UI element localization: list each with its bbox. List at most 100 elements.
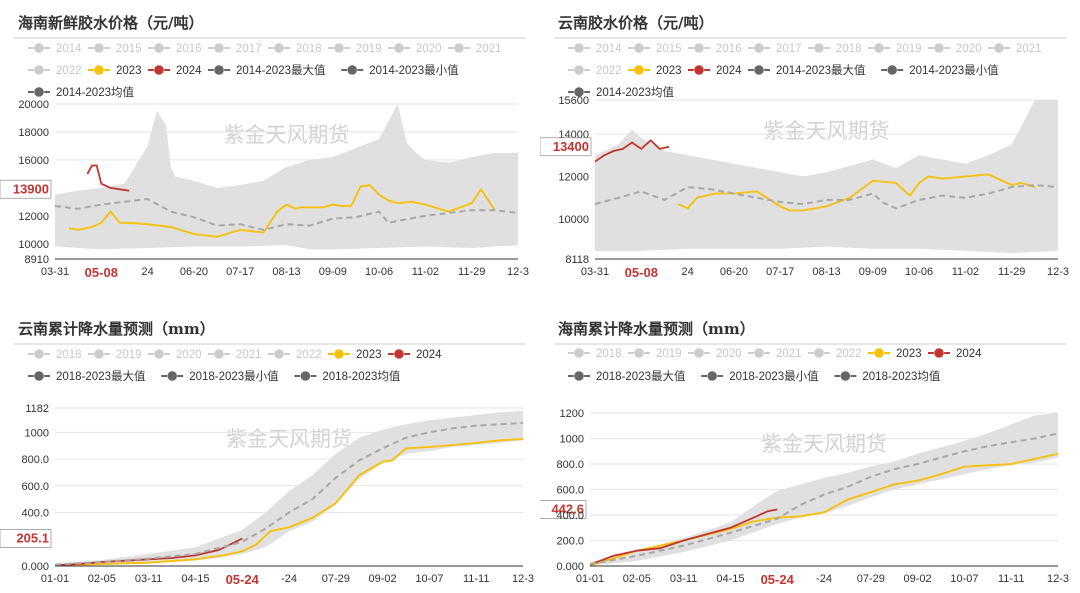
legend-item-2018-0[interactable]: 2018 xyxy=(568,347,622,360)
legend-item-20182023-7[interactable]: 2018-2023最大值 xyxy=(28,369,146,383)
legend-item-2021-7[interactable]: 2021 xyxy=(448,42,502,55)
legend-label: 2018 xyxy=(296,43,322,55)
legend-item-20142023-11[interactable]: 2014-2023最大值 xyxy=(208,63,326,77)
legend-item-2020-6[interactable]: 2020 xyxy=(928,42,982,55)
x-tick-label: 10-07 xyxy=(415,573,443,585)
legend-item-2021-3[interactable]: 2021 xyxy=(748,347,802,360)
legend-label: 2024 xyxy=(716,65,742,77)
legend-label: 2024 xyxy=(176,65,202,77)
legend-item-2024-6[interactable]: 2024 xyxy=(388,348,442,361)
legend-label: 2014-2023最小值 xyxy=(909,64,999,77)
legend-item-2016-2[interactable]: 2016 xyxy=(148,42,202,55)
series-line-2024 xyxy=(86,164,130,192)
x-tick-label: 04-15 xyxy=(716,573,744,585)
legend-label: 2014 xyxy=(596,43,622,55)
legend-item-20182023-7[interactable]: 2018-2023最大值 xyxy=(568,369,686,383)
legend-item-2022-4[interactable]: 2022 xyxy=(268,348,322,361)
legend-item-2022-8[interactable]: 2022 xyxy=(28,64,82,77)
legend-item-20142023-13[interactable]: 2014-2023均值 xyxy=(28,86,134,99)
legend-item-2014-0[interactable]: 2014 xyxy=(568,42,622,55)
x-tick-label: 08-13 xyxy=(812,266,840,278)
legend-item-2017-3[interactable]: 2017 xyxy=(748,42,802,55)
legend-label: 2018-2023最大值 xyxy=(56,369,146,383)
y-tick-label: 400.0 xyxy=(556,510,584,522)
legend-label: 2018-2023最小值 xyxy=(729,370,819,383)
legend-item-20142023-12[interactable]: 2014-2023最小值 xyxy=(881,64,999,77)
legend-label: 2016 xyxy=(176,43,202,55)
legend-item-2019-1[interactable]: 2019 xyxy=(628,347,682,360)
legend-item-2019-5[interactable]: 2019 xyxy=(328,42,382,55)
legend-item-20182023-8[interactable]: 2018-2023最小值 xyxy=(701,370,819,383)
legend-item-20142023-12[interactable]: 2014-2023最小值 xyxy=(341,64,459,77)
x-tick-label: 01-01 xyxy=(41,573,69,585)
x-tick-label: 03-31 xyxy=(581,266,609,278)
x-highlight-label: 05-24 xyxy=(761,572,795,587)
legend-label: 2014-2023最大值 xyxy=(776,63,866,77)
legend-item-20142023-13[interactable]: 2014-2023均值 xyxy=(568,86,674,99)
legend-label: 2014-2023最小值 xyxy=(369,64,459,77)
legend-item-2022-8[interactable]: 2022 xyxy=(568,64,622,77)
y-tick-label: 1000 xyxy=(25,427,49,439)
legend-item-2016-2[interactable]: 2016 xyxy=(688,42,742,55)
y-highlight-label: 205.1 xyxy=(16,531,49,546)
legend-item-2021-3[interactable]: 2021 xyxy=(208,348,262,361)
legend-item-2021-7[interactable]: 2021 xyxy=(988,42,1042,55)
x-tick-label: 12-3 xyxy=(1047,573,1069,585)
x-tick-label: 09-02 xyxy=(904,573,932,585)
legend-label: 2020 xyxy=(416,43,442,55)
legend-item-2020-6[interactable]: 2020 xyxy=(388,42,442,55)
legend-item-2019-5[interactable]: 2019 xyxy=(868,42,922,55)
legend-item-2023-9[interactable]: 2023 xyxy=(88,64,142,77)
legend-item-2020-2[interactable]: 2020 xyxy=(688,347,742,360)
chart-panel-hainan-latex-price: 海南新鲜胶水价格（元/吨） 2014 2015 2016 2017 2018 2019 202… xyxy=(0,0,540,296)
legend-label: 2019 xyxy=(356,43,382,55)
legend-label: 2014-2023均值 xyxy=(56,86,134,99)
series-line-2023 xyxy=(68,184,496,238)
legend-label: 2020 xyxy=(956,43,982,55)
y-tick-label: 1000 xyxy=(560,434,584,446)
series-line-avg xyxy=(54,197,519,231)
x-tick-label: 09-09 xyxy=(319,266,347,278)
legend-item-2023-5[interactable]: 2023 xyxy=(868,347,922,360)
legend-item-2017-3[interactable]: 2017 xyxy=(208,42,262,55)
legend-label: 2023 xyxy=(896,348,922,360)
legend-item-2023-9[interactable]: 2023 xyxy=(628,64,682,77)
y-tick-label: 200.0 xyxy=(556,536,584,548)
y-tick-label: 20000 xyxy=(18,99,49,111)
legend-label: 2019 xyxy=(896,43,922,55)
x-tick-label: 11-29 xyxy=(998,266,1025,278)
legend-item-2018-0[interactable]: 2018 xyxy=(28,348,82,361)
legend-item-20182023-9[interactable]: 2018-2023均值 xyxy=(294,370,401,383)
legend-item-2022-4[interactable]: 2022 xyxy=(808,347,862,360)
legend-item-2024-10[interactable]: 2024 xyxy=(148,64,202,77)
legend-item-2023-5[interactable]: 2023 xyxy=(328,348,382,361)
legend-item-20182023-9[interactable]: 2018-2023均值 xyxy=(834,370,941,383)
x-tick-label: 01-01 xyxy=(576,573,604,585)
max-min-band xyxy=(55,410,523,566)
series-line-2024 xyxy=(594,139,670,163)
legend-item-20182023-8[interactable]: 2018-2023最小值 xyxy=(161,370,279,383)
legend-label: 2015 xyxy=(656,43,682,55)
y-tick-label: 16000 xyxy=(18,155,49,167)
legend-item-2024-6[interactable]: 2024 xyxy=(928,347,982,360)
legend-item-2019-1[interactable]: 2019 xyxy=(88,348,142,361)
legend-item-2015-1[interactable]: 2015 xyxy=(88,42,142,55)
legend-item-2014-0[interactable]: 2014 xyxy=(28,42,82,55)
x-tick-label: 12-3 xyxy=(1047,266,1069,278)
legend-item-2018-4[interactable]: 2018 xyxy=(268,42,322,55)
legend-item-2015-1[interactable]: 2015 xyxy=(628,42,682,55)
x-tick-label: 02-05 xyxy=(88,573,116,585)
chart-title: 云南累计降水量预测（mm） xyxy=(18,320,215,338)
chart-svg: 海南新鲜胶水价格（元/吨） 2014 2015 2016 2017 2018 2019 202… xyxy=(0,14,529,280)
legend-label: 2018-2023最大值 xyxy=(596,369,686,383)
legend-item-2024-10[interactable]: 2024 xyxy=(688,64,742,77)
legend-item-2018-4[interactable]: 2018 xyxy=(808,42,862,55)
chart-title: 云南胶水价格（元/吨） xyxy=(558,14,713,32)
y-tick-label: 800.0 xyxy=(21,454,49,466)
legend-label: 2014 xyxy=(56,43,82,55)
x-tick-label: 06-20 xyxy=(720,266,748,278)
legend-item-2020-2[interactable]: 2020 xyxy=(148,348,202,361)
x-tick-label: 12-3 xyxy=(507,266,529,278)
x-tick-label: 11-02 xyxy=(952,266,979,278)
legend-item-20142023-11[interactable]: 2014-2023最大值 xyxy=(748,63,866,77)
